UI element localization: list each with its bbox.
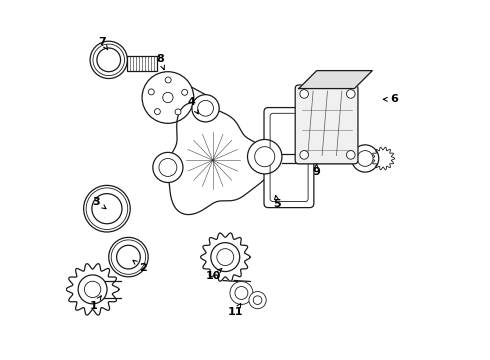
- Text: 7: 7: [98, 37, 108, 50]
- Circle shape: [346, 150, 355, 159]
- Circle shape: [182, 89, 188, 95]
- Circle shape: [142, 72, 194, 123]
- Circle shape: [192, 95, 219, 122]
- Text: 2: 2: [133, 260, 147, 273]
- Text: 6: 6: [383, 94, 398, 104]
- Polygon shape: [200, 233, 250, 281]
- Circle shape: [351, 145, 379, 172]
- Circle shape: [357, 150, 373, 166]
- Circle shape: [92, 194, 122, 224]
- Circle shape: [211, 243, 240, 271]
- Circle shape: [117, 245, 140, 269]
- Circle shape: [253, 296, 262, 305]
- Circle shape: [159, 158, 177, 176]
- Polygon shape: [168, 102, 272, 215]
- Circle shape: [175, 109, 181, 115]
- Circle shape: [90, 41, 127, 78]
- Text: 5: 5: [273, 195, 281, 210]
- Circle shape: [163, 93, 173, 103]
- Polygon shape: [299, 71, 372, 89]
- Text: 4: 4: [187, 97, 198, 114]
- Circle shape: [84, 281, 101, 297]
- Text: 1: 1: [90, 296, 101, 311]
- Circle shape: [165, 77, 171, 83]
- Circle shape: [109, 237, 148, 277]
- Bar: [127, 55, 157, 71]
- Circle shape: [249, 292, 266, 309]
- Circle shape: [154, 109, 160, 114]
- Circle shape: [255, 147, 275, 167]
- Circle shape: [84, 185, 130, 232]
- Circle shape: [217, 249, 234, 266]
- Polygon shape: [371, 147, 394, 170]
- Circle shape: [346, 90, 355, 98]
- FancyBboxPatch shape: [295, 85, 358, 164]
- Circle shape: [247, 139, 282, 174]
- Text: 8: 8: [156, 54, 165, 69]
- Circle shape: [230, 282, 253, 305]
- Text: 10: 10: [206, 268, 222, 281]
- FancyBboxPatch shape: [264, 108, 314, 208]
- Text: 11: 11: [227, 303, 243, 317]
- Circle shape: [148, 89, 154, 95]
- Text: 9: 9: [312, 164, 320, 177]
- Text: 3: 3: [92, 197, 106, 209]
- Circle shape: [97, 48, 121, 72]
- Circle shape: [78, 275, 107, 304]
- Circle shape: [300, 150, 309, 159]
- Circle shape: [153, 152, 183, 183]
- Circle shape: [235, 287, 248, 300]
- Circle shape: [197, 100, 214, 116]
- Circle shape: [300, 90, 309, 98]
- Polygon shape: [66, 264, 119, 315]
